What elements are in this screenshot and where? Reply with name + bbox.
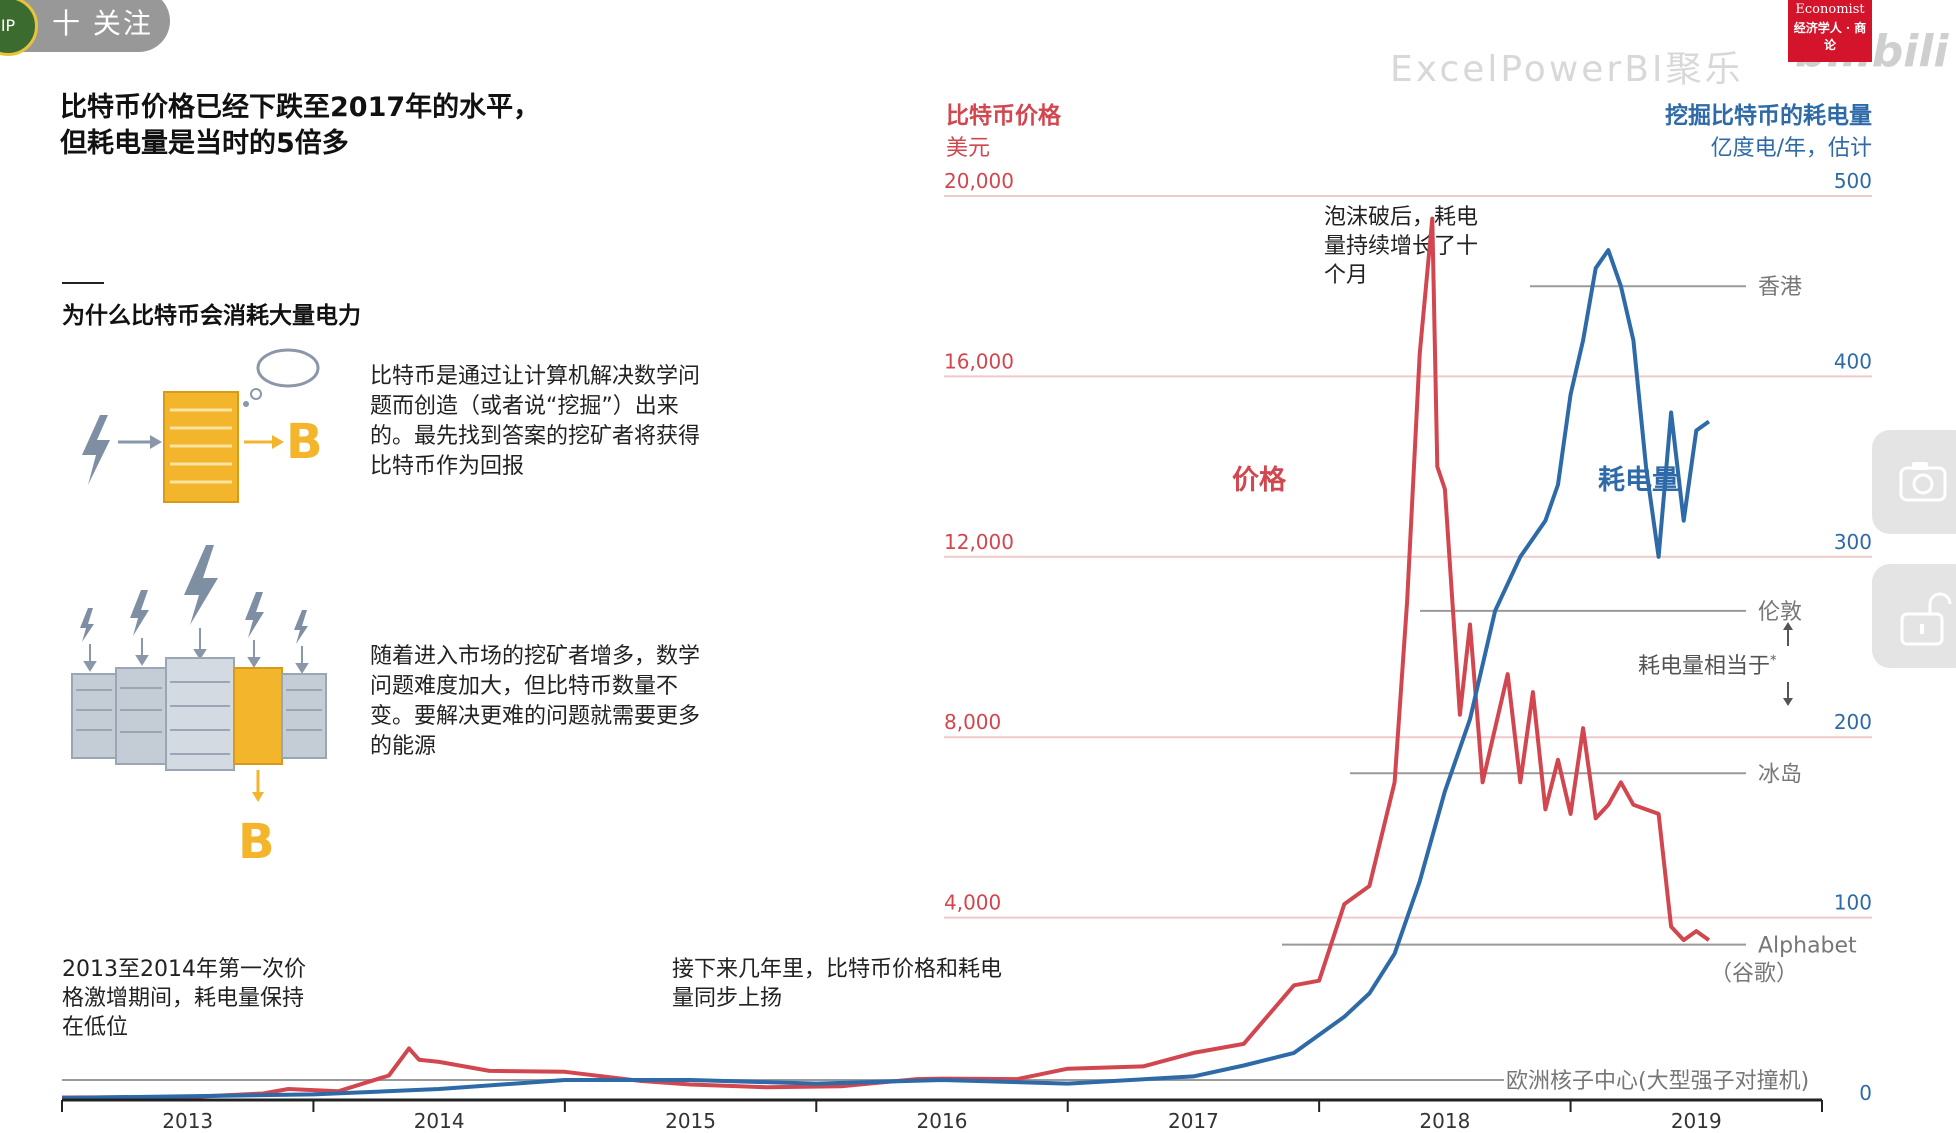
lightning-icon [80,608,94,642]
energy-tick-label: 400 [1834,349,1872,373]
left-axis-unit: 美元 [946,136,991,161]
follow-label[interactable]: 十 关注 [52,7,153,40]
lightning-icon [294,610,308,644]
x-tick-label: 2015 [665,1109,716,1133]
reference-label: 欧洲核子中心(大型强子对撞机) [1506,1069,1809,1094]
arrow-down-icon [252,770,264,802]
logo-line2: 经济学人 · 商论 [1793,21,1867,52]
price-series-label: 价格 [1232,465,1286,496]
chart-title: 比特币价格已经下跌至2017年的水平， 但耗电量是当时的5倍多 [60,90,620,162]
reference-label: 伦敦 [1758,600,1802,625]
arrow-up-icon [1783,622,1793,646]
bitcoin-icon: B [286,414,323,470]
arrow-right-icon [118,435,162,449]
logo-line1: Economist [1795,2,1865,17]
left-axis-header: 比特币价格 美元 [946,96,1061,162]
energy-series-label: 耗电量 [1598,465,1679,496]
lightning-icon [82,415,110,485]
explainer-paragraph-1: 比特币是通过让计算机解决数学问题而创造（或者说“挖掘”）出来的。最先找到答案的挖… [370,364,701,479]
x-tick-label: 2017 [1168,1109,1219,1133]
energy-tick-label: 0 [1859,1081,1872,1105]
lightning-icon [245,592,264,638]
equivalent-text: 耗电量相当于 [1638,654,1771,679]
annotation-2013: 2013至2014年第一次价格激增期间，耗电量保持在低位 [62,957,306,1040]
arrow-down-icon [1783,682,1793,706]
reference-label: 香港 [1758,275,1802,300]
explainer-paragraph-2: 随着进入市场的挖矿者增多，数学问题难度加大，但比特币数量不变。要解决更难的问题就… [370,644,701,759]
equivalent-footnote-mark: * [1770,653,1777,669]
x-tick-label: 2014 [414,1109,465,1133]
right-axis-title: 挖掘比特币的耗电量 [1665,103,1872,129]
title-line-2: 但耗电量是当时的5倍多 [60,128,349,159]
energy-tick-label: 200 [1834,710,1872,734]
x-tick-label: 2016 [917,1109,968,1133]
mining-illustration: B [82,348,323,503]
price-line [61,216,1711,1100]
economist-logo: Economist 经济学人 · 商论 [1788,0,1872,62]
screenshot-button[interactable] [1872,430,1956,534]
x-tick-label: 2013 [162,1109,213,1133]
reference-label: Alphabet [1758,934,1857,959]
x-tick-label: 2018 [1419,1109,1470,1133]
subtitle-rule [62,282,104,284]
price-tick-label: 16,000 [944,349,1014,373]
equivalent-arrows [1783,622,1793,706]
annotation-bubble: 泡沫破后，耗电量持续增长了十个月 [1324,205,1479,288]
thought-cloud-icon [243,348,320,407]
arrow-down-icon [83,628,309,674]
reference-sublabel: （谷歌） [1710,962,1798,987]
energy-tick-label: 300 [1834,530,1872,554]
right-axis-header: 挖掘比特币的耗电量 亿度电/年，估计 [1560,96,1872,162]
lightning-icon [184,545,218,625]
price-tick-label: 20,000 [944,169,1014,193]
price-tick-label: 12,000 [944,530,1014,554]
left-axis-title: 比特币价格 [946,103,1061,129]
arrow-right-icon [244,435,284,449]
gold-server-icon [163,391,239,503]
price-tick-label: 8,000 [944,710,1001,734]
energy-line [61,248,1711,1100]
energy-tick-label: 500 [1834,169,1872,193]
bitcoin-icon: B [238,814,275,870]
explainer-subtitle: 为什么比特币会消耗大量电力 [62,303,361,329]
channel-watermark: ExcelPowerBI聚乐 [1390,49,1744,90]
unlock-icon [1900,592,1952,646]
reference-label: 冰岛 [1758,762,1802,787]
energy-tick-label: 100 [1834,891,1872,915]
equivalent-label: 耗电量相当于* [1638,648,1777,680]
server-stack-icon [71,657,327,771]
camera-icon [1899,462,1947,502]
price-tick-label: 4,000 [944,891,1001,915]
right-axis-unit: 亿度电/年，估计 [1710,136,1872,161]
difficulty-illustration: B [71,545,327,870]
lightning-icon [130,590,149,636]
annotation-sync-rise: 接下来几年里，比特币价格和耗电量同步上扬 [672,957,1003,1011]
lock-button[interactable] [1872,564,1956,668]
title-line-1: 比特币价格已经下跌至2017年的水平， [60,92,541,123]
x-tick-label: 2019 [1671,1109,1722,1133]
